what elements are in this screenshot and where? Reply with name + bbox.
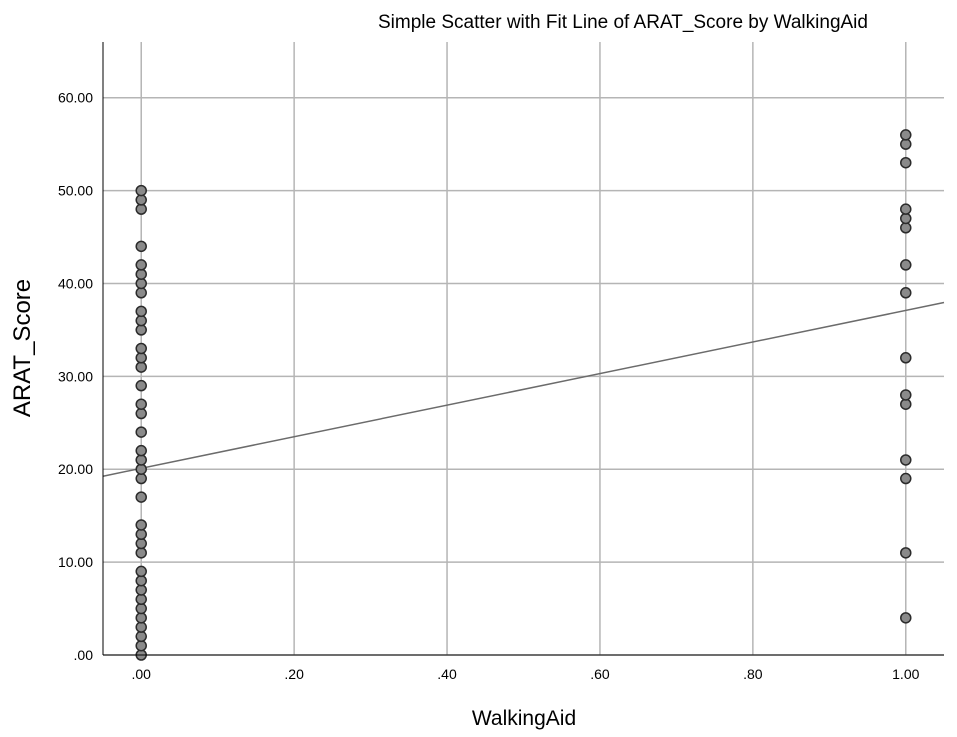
y-tick-label: 20.00 (58, 461, 93, 477)
x-axis-label: WalkingAid (472, 707, 576, 730)
data-point (135, 630, 147, 643)
x-tick-label: .00 (131, 666, 151, 682)
data-point (135, 398, 147, 410)
data-point (900, 212, 912, 225)
grid-lines (103, 42, 944, 656)
x-tick-label: .40 (437, 666, 457, 682)
data-point (135, 407, 147, 420)
data-point (135, 584, 147, 596)
data-point (135, 612, 147, 624)
y-tick-label: 60.00 (58, 90, 93, 106)
y-tick-label: 10.00 (58, 554, 93, 570)
y-tick-label: .00 (74, 647, 94, 663)
x-tick-label: .20 (284, 666, 304, 682)
data-point (900, 222, 912, 234)
data-points (135, 129, 912, 661)
data-point (135, 194, 147, 206)
data-point (900, 612, 912, 624)
data-point (900, 156, 912, 169)
data-point (135, 444, 147, 457)
data-point (135, 240, 147, 253)
data-point (900, 138, 912, 150)
data-point (135, 472, 147, 485)
data-point (135, 379, 147, 392)
data-point (135, 342, 147, 355)
data-point (135, 565, 147, 578)
data-point (135, 537, 147, 550)
y-axis-label: ARAT_Score (9, 279, 36, 417)
data-point (900, 259, 912, 271)
data-point (135, 314, 147, 327)
data-point (135, 491, 147, 503)
x-tick-label: .60 (590, 666, 610, 682)
data-point (900, 454, 912, 466)
fit-line (102, 301, 945, 477)
data-point (135, 324, 147, 336)
data-point (900, 547, 912, 559)
data-point (135, 277, 147, 290)
fit-line-layer (102, 301, 945, 477)
y-tick-label: 40.00 (58, 275, 93, 291)
data-point (900, 398, 912, 410)
data-point (135, 639, 147, 652)
data-point (900, 352, 912, 364)
data-point (135, 454, 147, 466)
data-point (135, 519, 147, 531)
chart-title: Simple Scatter with Fit Line of ARAT_Sco… (378, 12, 868, 33)
data-point (135, 426, 147, 438)
data-point (900, 472, 912, 485)
data-point (135, 268, 147, 280)
data-point (135, 602, 147, 615)
y-tick-label: 50.00 (58, 183, 93, 199)
data-point (135, 528, 147, 541)
data-point (135, 361, 147, 373)
x-tick-label: .80 (743, 666, 763, 682)
data-point (135, 259, 147, 271)
data-point (900, 389, 912, 401)
data-point (135, 203, 147, 215)
tick-labels: .00 .20 .40 .60 .80 1.00 .00 10.00 20.00 30.00 40.… (58, 90, 920, 682)
data-point (135, 352, 147, 364)
data-point (135, 574, 147, 587)
data-point (135, 287, 147, 299)
data-point (135, 463, 147, 475)
data-point (135, 305, 147, 318)
y-tick-label: 30.00 (58, 368, 93, 384)
data-point (135, 184, 147, 197)
data-point (900, 287, 912, 299)
x-tick-label: 1.00 (892, 666, 919, 682)
data-point (135, 621, 147, 633)
data-point (900, 129, 912, 141)
data-point (135, 593, 147, 606)
data-point (900, 203, 912, 215)
axes (102, 42, 944, 656)
data-point (135, 547, 147, 559)
